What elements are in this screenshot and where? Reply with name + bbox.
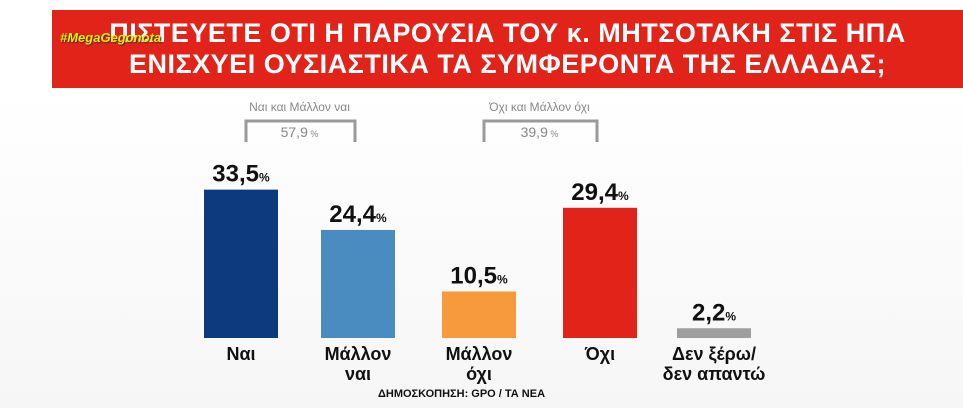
question-title: ΠΙΣΤΕΥΕΤΕ ΟΤΙ Η ΠΑΡΟΥΣΙΑ ΤΟΥ κ. ΜΗΤΣΟΤΑΚ… — [52, 18, 963, 80]
question-line-1: ΠΙΣΤΕΥΕΤΕ ΟΤΙ Η ΠΑΡΟΥΣΙΑ ΤΟΥ κ. ΜΗΤΣΟΤΑΚ… — [109, 18, 906, 48]
group-label-0: Ναι και Μάλλον ναι — [249, 100, 350, 114]
group-bracket-0 — [244, 119, 357, 142]
bar-1 — [321, 229, 395, 338]
question-line-2: ΕΝΙΣΧΥΕΙ ΟΥΣΙΑΣΤΙΚΑ ΤΑ ΣΥΜΦΕΡΟΝΤΑ ΤΗΣ ΕΛ… — [128, 49, 887, 79]
question-banner: ΠΙΣΤΕΥΕΤΕ ΟΤΙ Η ΠΑΡΟΥΣΙΑ ΤΟΥ κ. ΜΗΤΣΟΤΑΚ… — [52, 10, 963, 88]
category-label-1-1: ναι — [345, 364, 371, 384]
value-label-1: 24,4% — [329, 201, 387, 228]
category-label-0-0: Ναι — [226, 344, 255, 364]
group-bracket-1 — [482, 119, 599, 142]
bar-2 — [442, 291, 516, 338]
category-label-2-1: όχι — [466, 364, 492, 384]
poll-source: ΔΗΜΟΣΚΟΠΗΣΗ: GPO / ΤΑ ΝΕΑ — [377, 388, 546, 400]
value-label-0: 33,5% — [212, 161, 270, 188]
bar-0 — [204, 189, 278, 338]
group-value-1: 39,9 % — [521, 124, 559, 140]
category-label-2-0: Μάλλον — [446, 344, 513, 364]
hashtag-watermark: #MegaGegonota — [60, 30, 162, 45]
value-label-2: 10,5% — [450, 263, 508, 290]
chart-panel — [0, 88, 963, 408]
category-label-4-1: δεν απαντώ — [663, 364, 766, 384]
group-value-0: 57,9 % — [281, 124, 319, 140]
value-label-3: 29,4% — [571, 179, 629, 206]
bar-3 — [563, 207, 637, 338]
category-label-1-0: Μάλλον — [325, 344, 392, 364]
category-label-3-0: Όχι — [584, 344, 615, 364]
value-label-4: 2,2% — [692, 299, 736, 326]
group-label-1: Όχι και Μάλλον όχι — [488, 100, 590, 114]
category-label-4-0: Δεν ξέρω/ — [672, 344, 756, 365]
bar-4 — [677, 328, 751, 338]
